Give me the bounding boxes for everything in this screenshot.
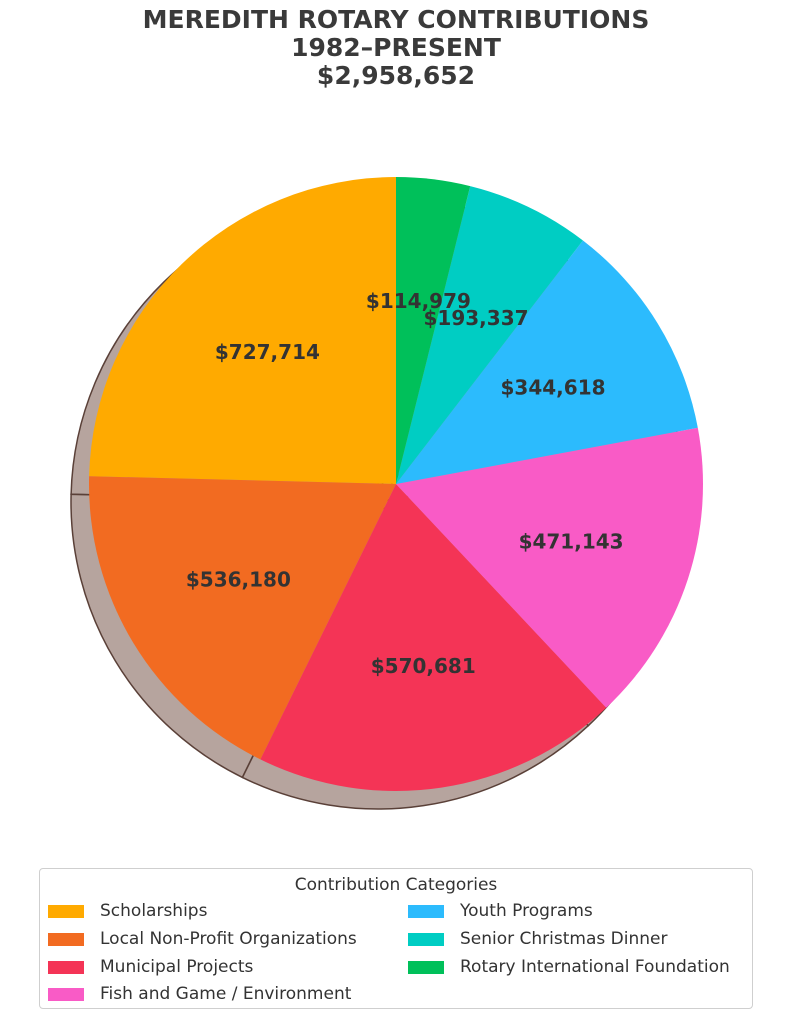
slice-label-fish-and-game-environment: $471,143 (519, 529, 624, 553)
pie-chart: $727,714 $536,180 $570,681 $471,143 $344,618… (70, 177, 703, 810)
legend-item-senior-christmas-dinner: Senior Christmas Dinner (408, 929, 667, 949)
legend-item-municipal-projects: Municipal Projects (48, 957, 253, 977)
legend-swatch (48, 960, 84, 974)
legend-label: Senior Christmas Dinner (460, 929, 668, 949)
slice-youth-programs (396, 240, 698, 484)
slice-label-scholarships: $727,714 (215, 340, 320, 364)
legend-swatch (408, 960, 444, 974)
legend-swatch (408, 932, 444, 946)
legend-label: Rotary International Foundation (460, 957, 730, 977)
legend-label: Local Non-Profit Organizations (100, 929, 357, 949)
slice-label-youth-programs: $344,618 (501, 376, 606, 400)
legend-swatch (48, 932, 84, 946)
slice-label-local-non-profit-organizations: $536,180 (186, 567, 291, 591)
chart-title-line-3: $2,958,652 (316, 61, 476, 90)
slice-municipal-projects (260, 484, 607, 791)
slice-label-municipal-projects: $570,681 (371, 654, 476, 678)
slice-senior-christmas-dinner (396, 186, 583, 485)
legend-item-fish-and-game: Fish and Game / Environment (48, 984, 351, 1004)
legend-label: Youth Programs (460, 901, 593, 921)
legend-title: Contribution Categories (294, 875, 498, 895)
legend-item-rotary-international: Rotary International Foundation (408, 957, 730, 977)
legend-label: Fish and Game / Environment (100, 984, 352, 1004)
pie-slices (89, 177, 703, 791)
legend-label: Scholarships (100, 901, 208, 921)
pie-labels: $727,714 $536,180 $570,681 $471,143 $344,618… (186, 289, 624, 678)
slice-rotary-international-foundation (396, 177, 471, 484)
slice-fish-and-game-environment (396, 427, 703, 708)
legend-item-local-non-profit: Local Non-Profit Organizations (48, 929, 357, 949)
chart-title-line-2: 1982–PRESENT (291, 33, 501, 62)
legend: Contribution Categories Scholarships Loc… (39, 868, 753, 1009)
slice-local-non-profit-organizations (89, 476, 396, 760)
legend-swatch (408, 904, 444, 918)
legend-label: Municipal Projects (100, 957, 254, 977)
slice-label-senior-christmas-dinner: $193,337 (424, 306, 529, 330)
legend-item-youth-programs: Youth Programs (408, 901, 593, 921)
chart-title-line-1: MEREDITH ROTARY CONTRIBUTIONS (142, 5, 650, 34)
chart-title: MEREDITH ROTARY CONTRIBUTIONS 1982–PRESE… (0, 6, 792, 90)
legend-item-scholarships: Scholarships (48, 901, 207, 921)
slice-scholarships (89, 177, 396, 484)
legend-swatch (48, 904, 84, 918)
legend-swatch (48, 987, 84, 1001)
slice-label-rotary-international-foundation: $114,979 (366, 289, 471, 313)
